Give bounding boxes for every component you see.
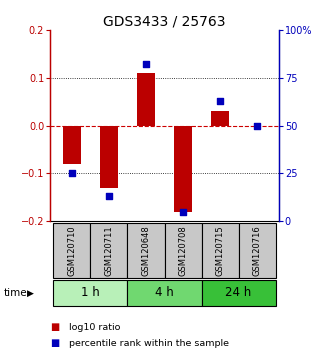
- Text: GSM120710: GSM120710: [67, 225, 76, 276]
- Text: GSM120711: GSM120711: [104, 225, 114, 276]
- Text: GSM120648: GSM120648: [142, 225, 151, 276]
- Text: GSM120715: GSM120715: [215, 225, 225, 276]
- Text: 1 h: 1 h: [81, 286, 100, 299]
- Bar: [239, 223, 275, 278]
- Text: ▶: ▶: [27, 289, 34, 297]
- Text: time: time: [3, 288, 27, 298]
- Bar: [165, 223, 202, 278]
- Point: [107, 194, 112, 199]
- Title: GDS3433 / 25763: GDS3433 / 25763: [103, 15, 226, 29]
- Point: [255, 123, 260, 129]
- Bar: [202, 280, 275, 306]
- Bar: [211, 111, 229, 126]
- Text: ■: ■: [50, 322, 59, 332]
- Bar: [174, 126, 192, 212]
- Bar: [63, 126, 81, 164]
- Bar: [100, 126, 118, 188]
- Point: [143, 62, 149, 67]
- Bar: [202, 223, 239, 278]
- Bar: [137, 73, 155, 126]
- Text: ■: ■: [50, 338, 59, 348]
- Bar: [127, 223, 165, 278]
- Point: [180, 209, 186, 215]
- Text: GSM120708: GSM120708: [178, 225, 187, 276]
- Text: log10 ratio: log10 ratio: [69, 323, 120, 332]
- Text: GSM120716: GSM120716: [253, 225, 262, 276]
- Bar: [127, 280, 202, 306]
- Text: 24 h: 24 h: [225, 286, 252, 299]
- Bar: [54, 223, 91, 278]
- Point: [217, 98, 222, 104]
- Bar: [54, 280, 127, 306]
- Text: percentile rank within the sample: percentile rank within the sample: [69, 339, 229, 348]
- Text: 4 h: 4 h: [155, 286, 174, 299]
- Point: [69, 171, 74, 176]
- Bar: [91, 223, 127, 278]
